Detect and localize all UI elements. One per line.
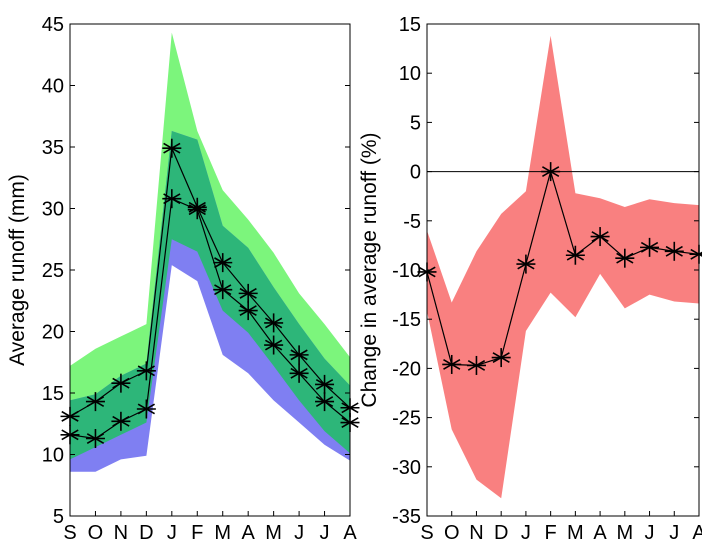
x-tick-label-A: A	[242, 522, 256, 541]
x-tick-label-O: O	[88, 522, 104, 541]
x-tick-label-J: J	[669, 522, 679, 541]
series-1-point-M	[565, 245, 585, 265]
x-tick-label-D: D	[139, 522, 153, 541]
y-tick-label: 0	[410, 162, 421, 184]
y-tick-label: 5	[53, 506, 64, 528]
series-1-point-M	[615, 248, 635, 268]
x-tick-label-N: N	[469, 522, 483, 541]
y-tick-label: -5	[403, 211, 421, 233]
x-tick-label-A: A	[343, 522, 357, 541]
series-2-point-O	[85, 429, 105, 449]
x-tick-label-M: M	[567, 522, 584, 541]
y-tick-label: -25	[392, 408, 421, 430]
series-1-point-O	[442, 354, 462, 374]
x-tick-label-J: J	[320, 522, 330, 541]
series-1-point-A	[590, 227, 610, 247]
series-1-point-J	[162, 138, 182, 158]
overlap-range-band	[70, 131, 350, 460]
x-tick-label-J: J	[521, 522, 531, 541]
y-tick-label: 25	[42, 260, 64, 282]
x-tick-label-J: J	[645, 522, 655, 541]
x-tick-label-J: J	[167, 522, 177, 541]
series-1-point-N	[466, 355, 486, 375]
y-tick-label: 5	[410, 112, 421, 134]
y-tick-label: 10	[42, 445, 64, 467]
x-tick-label-O: O	[444, 522, 460, 541]
x-tick-label-M: M	[265, 522, 282, 541]
y-tick-label: 45	[42, 14, 64, 36]
y-tick-label: 20	[42, 322, 64, 344]
series-1-point-J	[516, 254, 536, 274]
y-tick-label: 10	[399, 63, 421, 85]
series-2-point-F	[187, 200, 207, 220]
x-tick-label-J: J	[294, 522, 304, 541]
series-1-point-D	[491, 348, 511, 368]
y-tick-label: -20	[392, 358, 421, 380]
series-1-point-J	[315, 374, 335, 394]
y-axis-label: Average runoff (mm)	[6, 174, 29, 366]
x-tick-label-D: D	[494, 522, 508, 541]
x-tick-label-A: A	[593, 522, 607, 541]
y-tick-label: 15	[399, 14, 421, 36]
y-tick-label: -10	[392, 260, 421, 282]
series-2-point-J	[315, 392, 335, 412]
series-1-point-J	[640, 237, 660, 257]
x-tick-label-F: F	[191, 522, 203, 541]
y-tick-label: 40	[42, 76, 64, 98]
y-tick-label: 35	[42, 137, 64, 159]
series-2-point-M	[264, 335, 284, 355]
x-tick-label-S: S	[63, 522, 76, 541]
series-1-point-M	[264, 313, 284, 333]
series-1-point-M	[213, 253, 233, 273]
series-1-point-A	[238, 283, 258, 303]
series-2-point-D	[136, 399, 156, 419]
x-tick-label-A: A	[692, 522, 702, 541]
x-tick-label-F: F	[545, 522, 557, 541]
y-axis-label: Change in average runoff (%)	[358, 132, 381, 407]
x-tick-label-M: M	[214, 522, 231, 541]
x-tick-label-M: M	[616, 522, 633, 541]
y-tick-label: -35	[392, 506, 421, 528]
y-tick-label: -30	[392, 457, 421, 479]
series-1-point-J	[664, 241, 684, 261]
series-2-point-J	[289, 363, 309, 383]
plot-area	[70, 32, 350, 472]
series-1-point-F	[541, 162, 561, 182]
change-range-band	[427, 35, 699, 499]
series-2-point-N	[111, 411, 131, 431]
y-tick-label: 30	[42, 199, 64, 221]
series-2-point-A	[238, 301, 258, 321]
plot-area	[427, 35, 699, 499]
x-tick-label-N: N	[114, 522, 128, 541]
y-tick-label: -15	[392, 309, 421, 331]
series-2-point-J	[162, 189, 182, 209]
series-2-point-M	[213, 280, 233, 300]
x-tick-label-S: S	[420, 522, 433, 541]
y-tick-label: 15	[42, 383, 64, 405]
series-1-point-N	[111, 373, 131, 393]
series-1-point-O	[85, 392, 105, 412]
series-1-point-J	[289, 345, 309, 365]
